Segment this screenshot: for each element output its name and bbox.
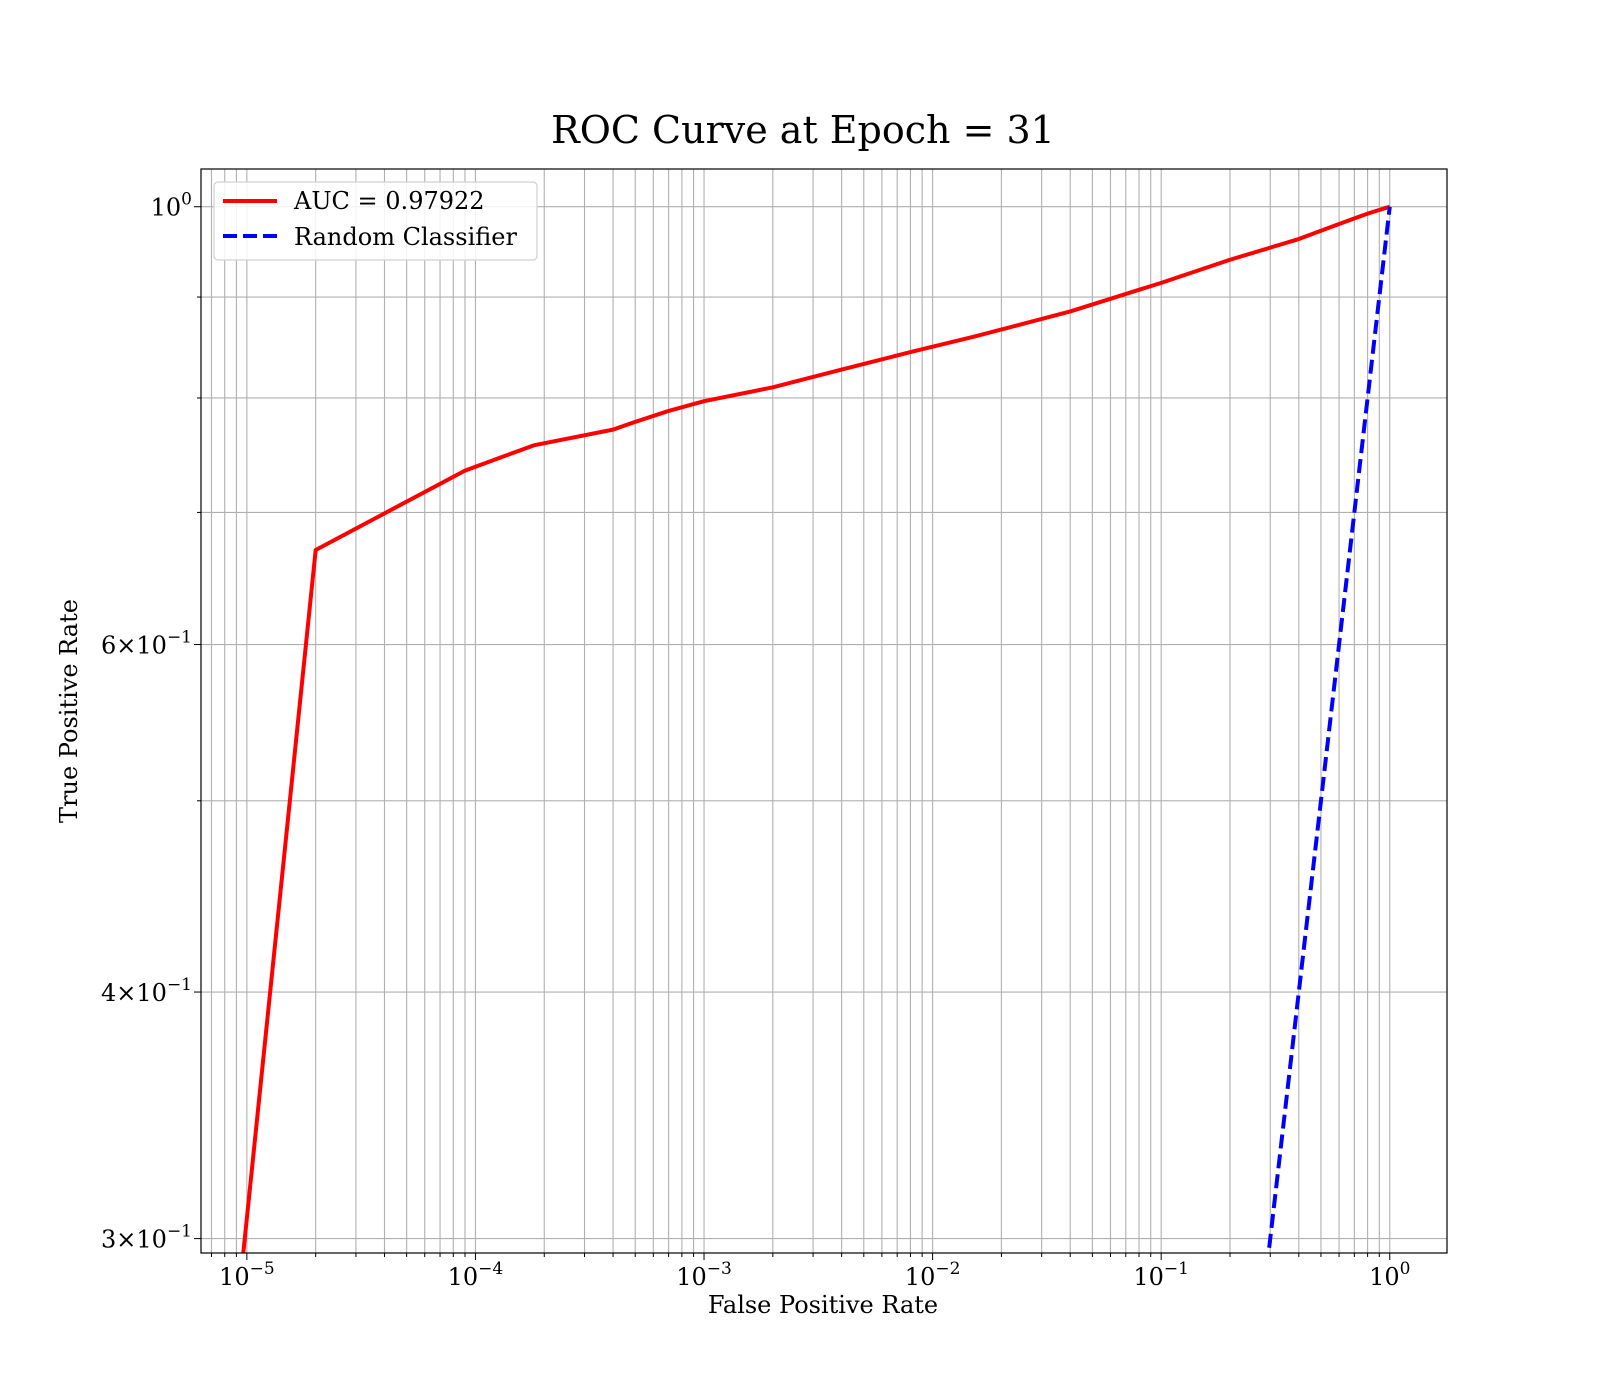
- x-axis: 10−5 10−4 10−3 10−2 10−1 100: [210, 1253, 1410, 1291]
- x-tick-label: 10−4: [448, 1259, 504, 1291]
- x-tick-label: 10−5: [219, 1259, 275, 1291]
- plot-area: [241, 204, 1392, 1253]
- x-tick-label: 10−2: [905, 1259, 961, 1291]
- x-tick-label: 10−3: [676, 1259, 732, 1291]
- legend-label-random: Random Classifier: [294, 223, 517, 251]
- y-tick-label: 100: [151, 190, 192, 222]
- y-tick-label: 3×10−1: [101, 1222, 192, 1254]
- y-axis: 100 6×10−1 4×10−1 3×10−1: [101, 190, 201, 1254]
- legend: AUC = 0.97922 Random Classifier: [213, 181, 538, 261]
- y-tick-label: 6×10−1: [101, 628, 192, 660]
- grid-lines: [201, 169, 1447, 1253]
- x-axis-label: False Positive Rate: [708, 1291, 938, 1319]
- series-layer: [241, 204, 1392, 1253]
- roc-curve-line: [241, 204, 1391, 1253]
- x-tick-label: 10−1: [1133, 1259, 1189, 1291]
- x-tick-label: 100: [1369, 1259, 1410, 1291]
- y-tick-label: 4×10−1: [101, 975, 192, 1007]
- axes-frame: [200, 168, 1448, 1254]
- y-axis-label: True Positive Rate: [55, 599, 83, 823]
- legend-box: [213, 181, 538, 261]
- random-classifier-line: [1266, 206, 1392, 1253]
- legend-label-auc: AUC = 0.97922: [293, 187, 485, 215]
- chart-title: ROC Curve at Epoch = 31: [551, 108, 1055, 152]
